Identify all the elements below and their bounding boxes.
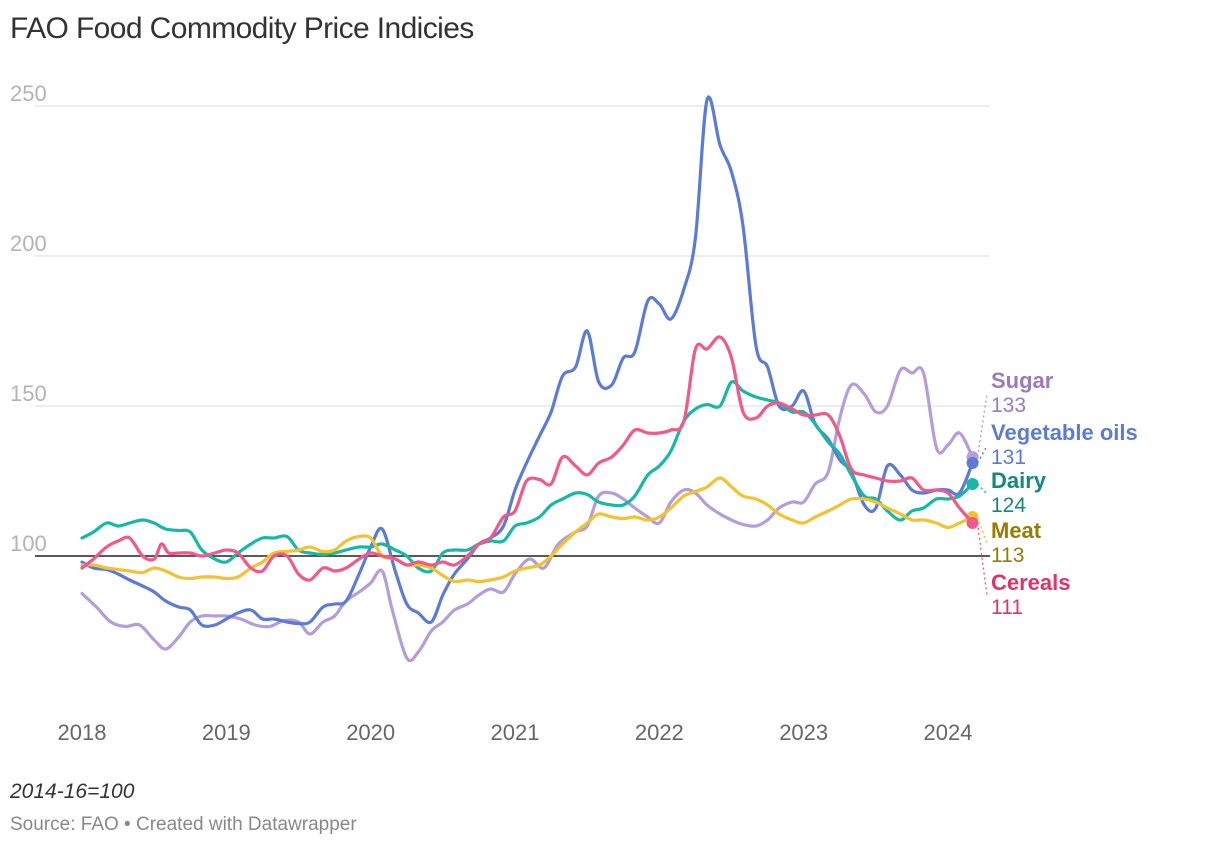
end-label-value-sugar: 133 [991, 394, 1026, 417]
end-label-name-sugar: Sugar [991, 368, 1054, 393]
y-tick-label-200: 200 [10, 231, 47, 256]
x-tick-label-2022: 2022 [635, 720, 684, 745]
series-line-vegetable-oils [80, 95, 975, 628]
source-credit: Source: FAO • Created with Datawrapper [10, 814, 357, 835]
x-tick-label-2019: 2019 [202, 720, 251, 745]
connector-meat [976, 516, 988, 545]
series-line-dairy [80, 380, 975, 574]
chart-title: FAO Food Commodity Price Indicies [10, 12, 474, 45]
series-line-sugar [80, 366, 975, 663]
grid-lines: 100 150 200 250 [10, 81, 990, 557]
end-label-value-vegetable-oils: 131 [991, 446, 1026, 469]
end-label-value-meat: 113 [991, 544, 1024, 567]
series-lines [80, 95, 979, 663]
connector-cereals [976, 522, 988, 597]
x-tick-label-2020: 2020 [346, 720, 395, 745]
x-tick-label-2023: 2023 [779, 720, 828, 745]
connector-sugar [976, 393, 988, 458]
end-label-name-cereals: Cereals [991, 570, 1071, 595]
series-line-cereals [80, 335, 975, 582]
x-tick-label-2018: 2018 [58, 720, 107, 745]
x-tick-label-2024: 2024 [924, 720, 973, 745]
end-label-name-dairy: Dairy [991, 468, 1047, 493]
end-label-value-dairy: 124 [991, 494, 1026, 517]
x-axis: 2018 2019 2020 2021 2022 2023 2024 [58, 720, 973, 745]
end-label-name-vegetable-oils: Vegetable oils [991, 420, 1138, 445]
x-tick-label-2021: 2021 [491, 720, 540, 745]
y-tick-label-100: 100 [10, 531, 47, 556]
end-point-vegetable-oils [966, 457, 979, 469]
end-point-dairy [966, 478, 979, 490]
end-label-value-cereals: 111 [991, 596, 1023, 619]
base-note: 2014-16=100 [10, 780, 135, 803]
y-tick-label-150: 150 [10, 381, 47, 406]
connector-vegetable-oils [976, 445, 988, 464]
connector-dairy [977, 483, 988, 495]
y-tick-label-250: 250 [10, 81, 47, 106]
series-line-meat [80, 476, 975, 584]
end-label-name-meat: Meat [991, 518, 1042, 543]
end-point-cereals [966, 517, 979, 529]
